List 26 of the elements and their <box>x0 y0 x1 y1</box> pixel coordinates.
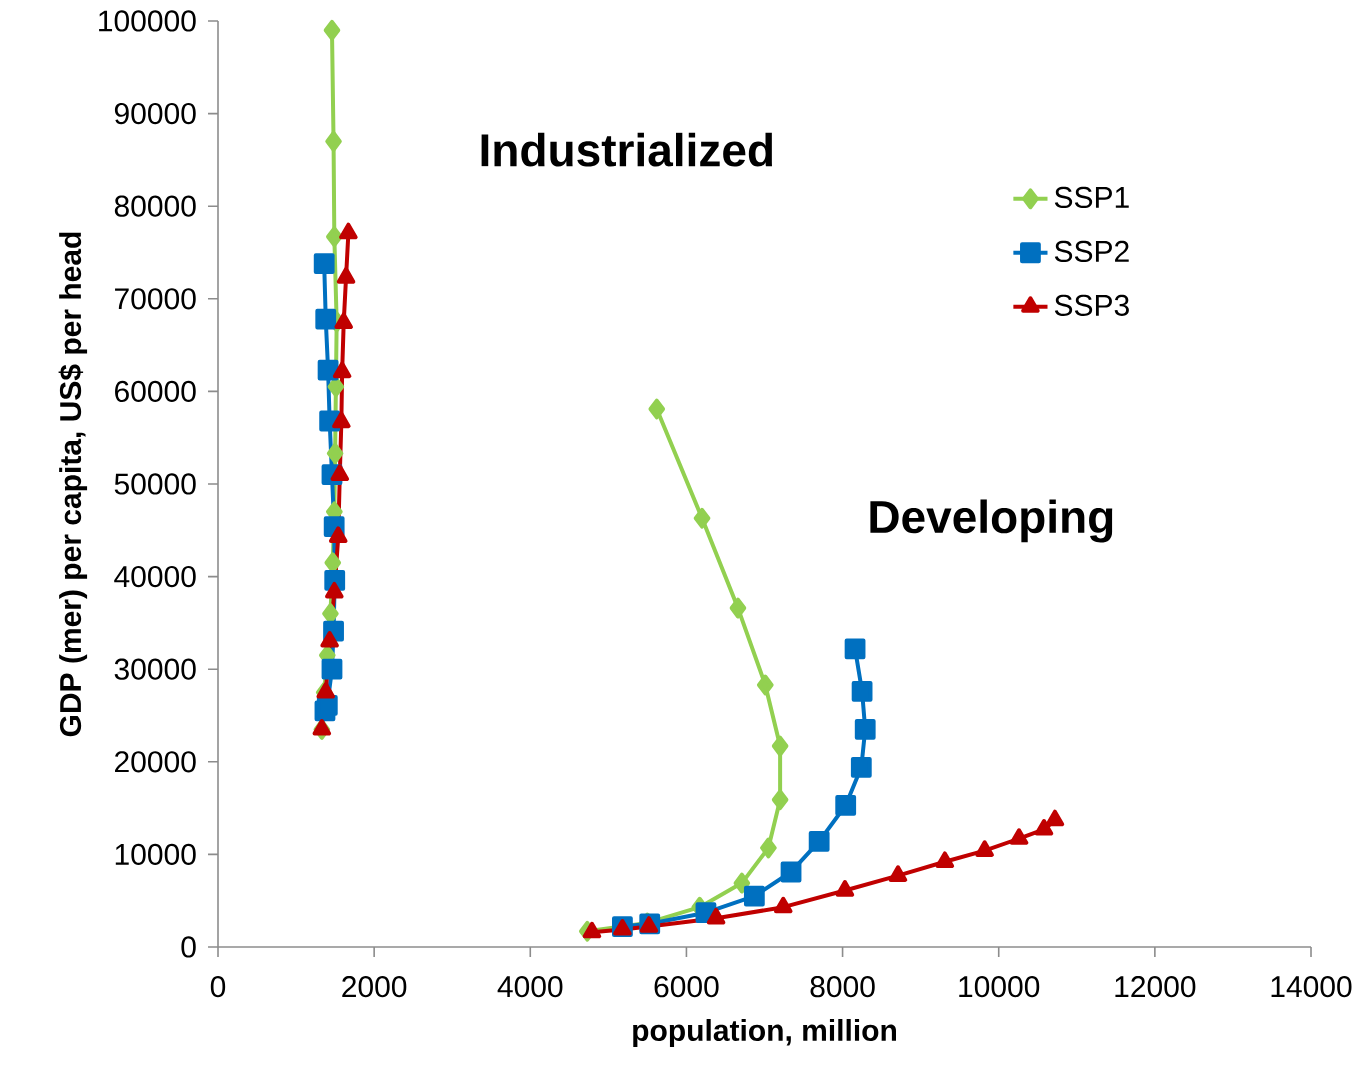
y-axis-title: GDP (mer) per capita, US$ per head <box>58 232 88 737</box>
x-tick-label: 12000 <box>1115 976 1196 998</box>
legend-label: SSP1 <box>1054 186 1129 209</box>
legend-label: SSP3 <box>1054 294 1129 316</box>
y-tick-label: 0 <box>181 936 196 958</box>
y-tick-label: 80000 <box>114 195 196 217</box>
x-tick-label: 2000 <box>342 976 407 998</box>
y-tick-label: 10000 <box>115 843 196 865</box>
y-tick-label: 20000 <box>115 751 196 773</box>
annotation: Developing <box>870 499 1113 543</box>
y-tick-label: 40000 <box>114 565 196 588</box>
y-tick-label: 90000 <box>114 102 196 125</box>
annotation: Industrialized <box>481 132 772 167</box>
x-tick-label: 0 <box>210 976 226 998</box>
y-tick-label: 100000 <box>99 10 196 32</box>
x-tick-label: 14000 <box>1271 976 1352 998</box>
x-tick-label: 8000 <box>810 976 875 998</box>
x-axis-title: population, million <box>633 1019 896 1047</box>
y-tick-label: 50000 <box>114 473 196 495</box>
x-tick-label: 6000 <box>654 976 719 998</box>
y-tick-label: 30000 <box>114 658 196 680</box>
legend-label: SSP2 <box>1054 240 1129 262</box>
x-tick-label: 10000 <box>959 976 1040 998</box>
y-tick-label: 70000 <box>115 288 196 310</box>
y-tick-label: 60000 <box>115 380 196 402</box>
x-tick-label: 4000 <box>497 976 563 998</box>
